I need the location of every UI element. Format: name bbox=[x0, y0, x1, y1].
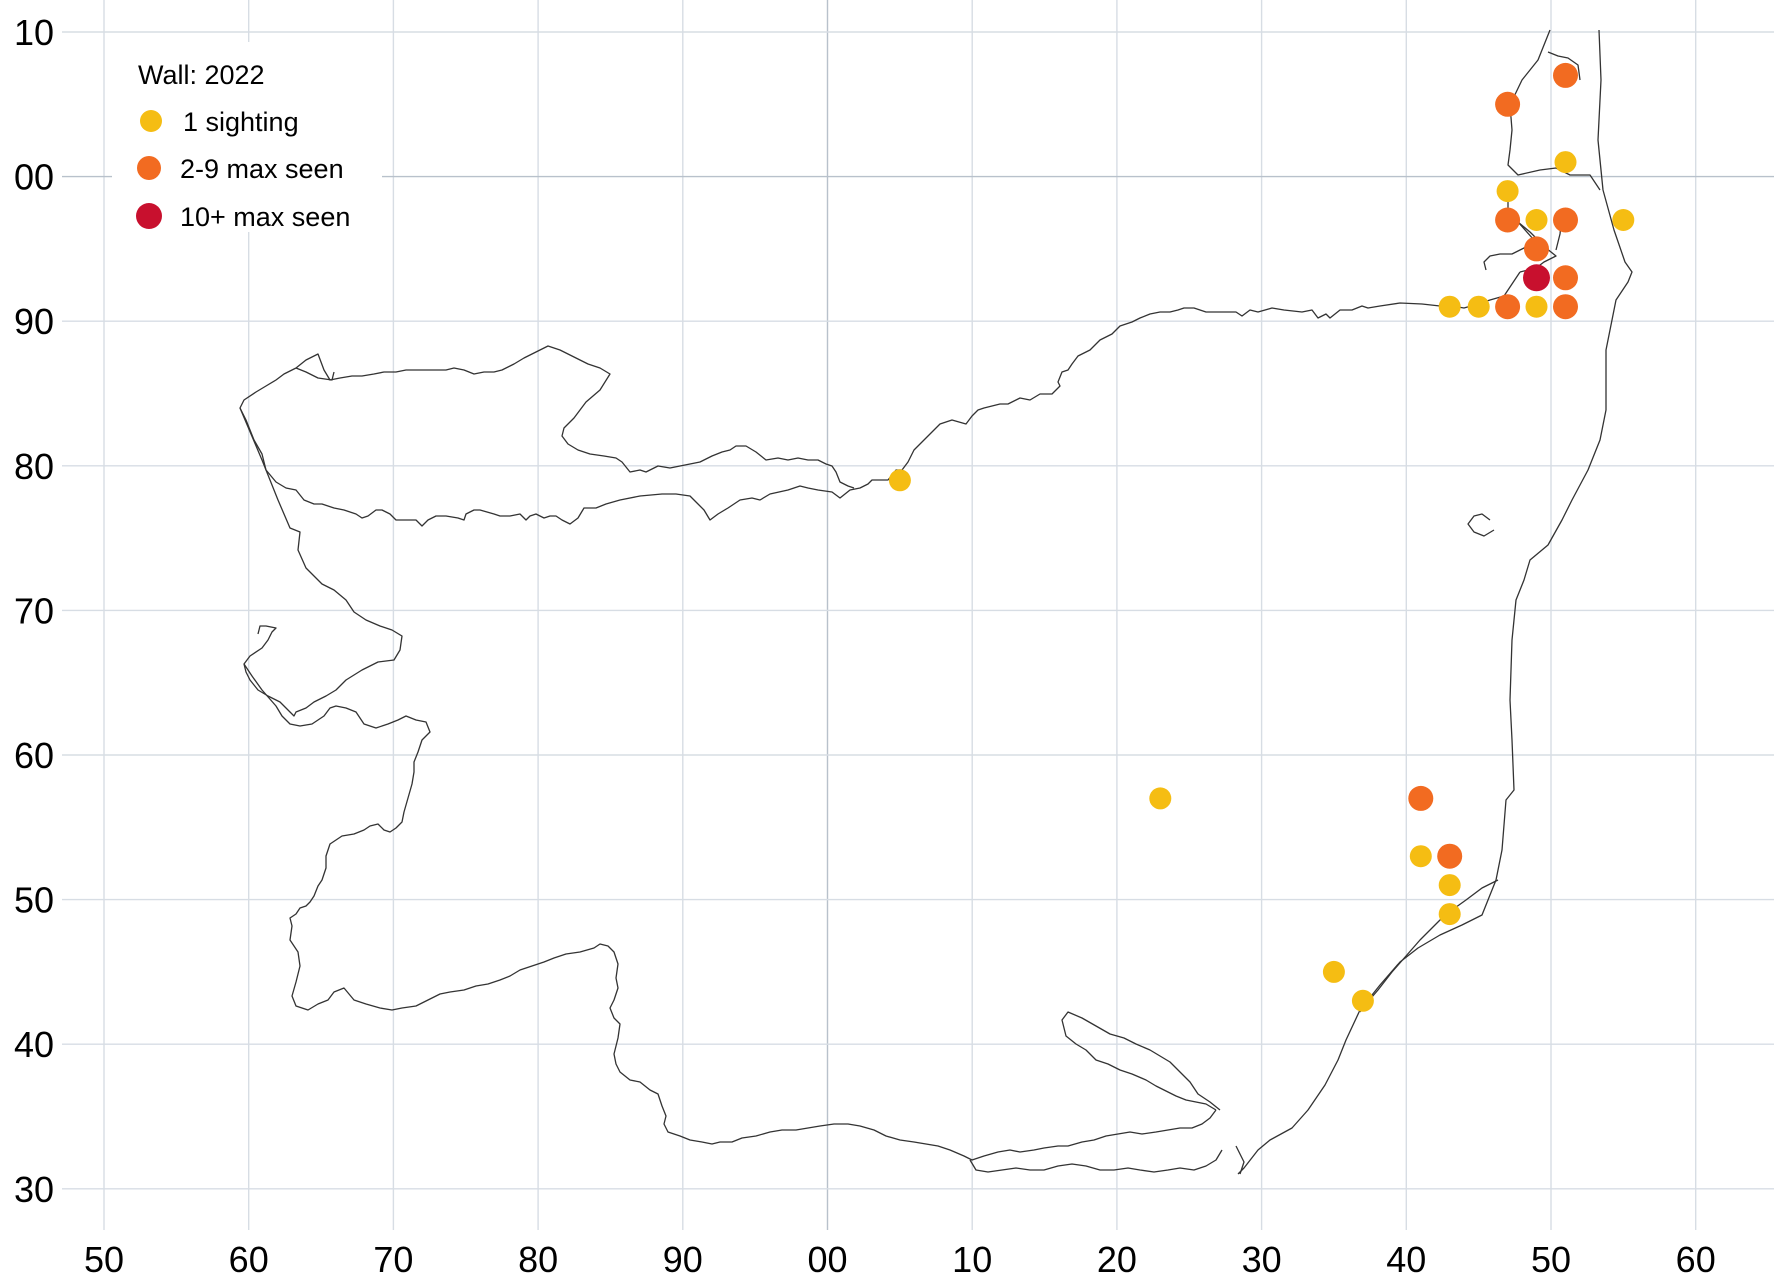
y-tick-label: 00 bbox=[14, 157, 54, 198]
sighting-dot-multiple bbox=[1408, 785, 1434, 811]
legend-title: Wall: 2022 bbox=[138, 60, 265, 90]
sighting-dot-single bbox=[1409, 845, 1432, 868]
sighting-dot-single bbox=[1554, 151, 1577, 174]
x-tick-label: 00 bbox=[807, 1239, 847, 1278]
sighting-dot-single bbox=[1612, 209, 1635, 231]
county-outline bbox=[239, 29, 1633, 1175]
sighting-dot-single bbox=[1351, 989, 1374, 1012]
y-tick-label: 70 bbox=[14, 590, 54, 631]
sighting-dot-single bbox=[1149, 787, 1172, 810]
sighting-dot-multiple bbox=[1495, 294, 1521, 320]
sighting-dot-single bbox=[1438, 874, 1461, 897]
sighting-dot-many bbox=[1523, 264, 1550, 292]
sighting-dot-multiple bbox=[1495, 91, 1521, 117]
y-tick-label: 60 bbox=[14, 735, 54, 776]
x-tick-label: 60 bbox=[1676, 1239, 1716, 1278]
y-tick-label: 50 bbox=[14, 880, 54, 921]
sighting-dot-single bbox=[1322, 960, 1345, 983]
sighting-dot-multiple bbox=[1437, 843, 1463, 869]
sighting-dot-multiple bbox=[1495, 207, 1521, 233]
x-tick-label: 50 bbox=[1531, 1239, 1571, 1278]
sighting-dot-single bbox=[1496, 180, 1519, 203]
x-tick-label: 60 bbox=[229, 1239, 269, 1278]
sighting-dot-multiple bbox=[1524, 236, 1549, 262]
x-tick-label: 80 bbox=[518, 1239, 558, 1278]
sighting-dot-single bbox=[1438, 903, 1461, 926]
sighting-dot-single bbox=[1438, 295, 1461, 318]
legend-background bbox=[112, 42, 382, 232]
sighting-dots bbox=[888, 62, 1635, 1012]
legend-swatch-single bbox=[140, 110, 162, 132]
sighting-dot-multiple bbox=[1553, 265, 1578, 291]
sighting-dot-single bbox=[1525, 209, 1548, 231]
legend-label-multiple: 2-9 max seen bbox=[180, 154, 344, 184]
y-tick-label: 40 bbox=[14, 1024, 54, 1065]
sighting-dot-single bbox=[1467, 295, 1490, 318]
sighting-dot-multiple bbox=[1553, 207, 1578, 233]
sighting-dot-single bbox=[888, 469, 911, 492]
axis-tick-labels: 50 60 70 80 90 00 10 20 30 40 50 60 10 00 90 80 70 60 50 40… bbox=[14, 12, 1716, 1278]
y-tick-label: 80 bbox=[14, 446, 54, 487]
y-tick-label: 10 bbox=[14, 12, 54, 53]
legend: Wall: 2022 1 sighting 2-9 max seen 10+ m… bbox=[112, 42, 382, 232]
x-tick-label: 50 bbox=[84, 1239, 124, 1278]
x-tick-label: 10 bbox=[952, 1239, 992, 1278]
sighting-dot-single bbox=[1525, 295, 1548, 318]
x-tick-label: 70 bbox=[373, 1239, 413, 1278]
x-tick-label: 30 bbox=[1242, 1239, 1282, 1278]
legend-label-many: 10+ max seen bbox=[180, 202, 350, 232]
legend-swatch-many bbox=[136, 203, 162, 229]
x-tick-label: 40 bbox=[1386, 1239, 1426, 1278]
y-tick-label: 90 bbox=[14, 301, 54, 342]
legend-swatch-multiple bbox=[137, 156, 161, 180]
y-tick-label: 30 bbox=[14, 1169, 54, 1210]
x-tick-label: 20 bbox=[1097, 1239, 1137, 1278]
x-tick-label: 90 bbox=[663, 1239, 703, 1278]
grid-lines bbox=[62, 0, 1774, 1230]
legend-label-single: 1 sighting bbox=[183, 107, 299, 137]
sighting-dot-multiple bbox=[1553, 62, 1578, 88]
sighting-dot-multiple bbox=[1553, 294, 1578, 320]
